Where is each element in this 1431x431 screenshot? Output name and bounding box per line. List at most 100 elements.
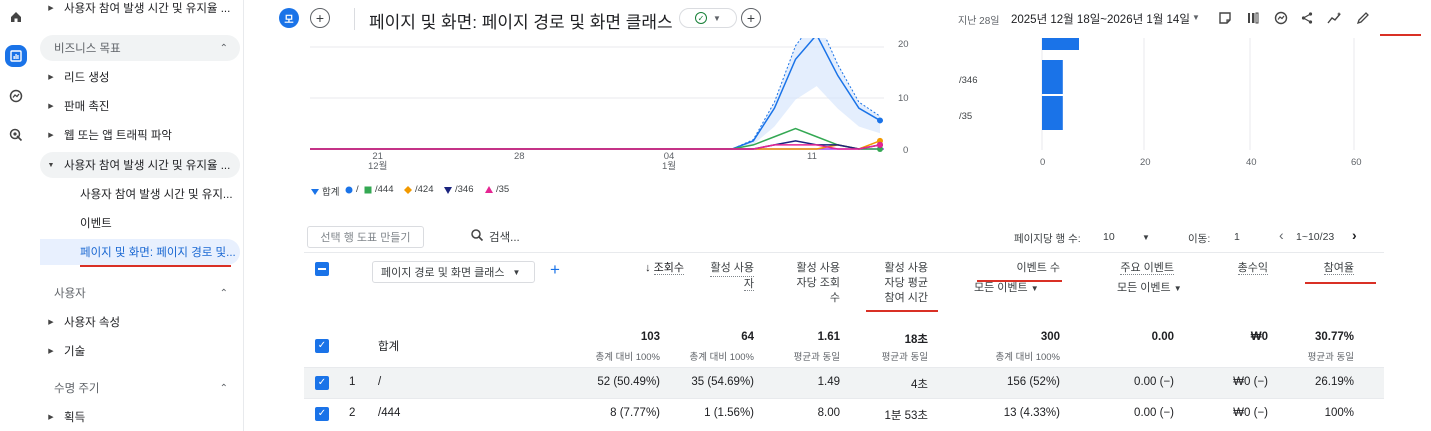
total-vpu-sub: 평균과 동일 — [793, 352, 840, 363]
total-row-checkbox[interactable]: ✓ — [315, 339, 329, 353]
row-index: 2 — [349, 407, 356, 419]
table-toolbar: 선택 행 도표 만들기 검색... 페이지당 행 수: 10 ▼ 이동: 1 ‹… — [244, 222, 1431, 252]
page-title: 페이지 및 화면: 페이지 경로 및 화면 클래스 — [369, 13, 673, 32]
sidebar-item-user-attributes[interactable]: ▶ 사용자 속성 — [40, 309, 240, 335]
line-series-group — [310, 38, 884, 152]
legend-item-root[interactable]: / — [344, 184, 359, 195]
bar-346[interactable] — [1042, 60, 1063, 94]
row-engagement: 26.19% — [1314, 376, 1354, 388]
sidebar-item-traffic[interactable]: ▶ 웹 또는 앱 트래픽 파악 — [40, 122, 240, 148]
compare-columns-icon[interactable] — [1244, 9, 1262, 27]
bar-category-label: /35 — [959, 111, 973, 122]
status-chip[interactable]: ✓ ▼ — [679, 8, 737, 28]
sidebar-item-engagement-top[interactable]: ▶ 사용자 참여 발생 시간 및 유지율 ... — [40, 0, 240, 21]
row-checkbox[interactable]: ✓ — [315, 407, 329, 421]
divider — [304, 367, 1384, 368]
col-key-events-header[interactable]: 주요 이벤트 — [1120, 262, 1174, 275]
next-page-icon[interactable]: › — [1352, 227, 1357, 243]
sidebar-item-pages-screens[interactable]: 페이지 및 화면: 페이지 경로 및... — [40, 239, 240, 265]
legend-item-346[interactable]: /346 — [443, 184, 474, 195]
legend-item-424[interactable]: /424 — [403, 184, 434, 195]
dropdown-caret-icon: ▼ — [1030, 284, 1039, 293]
add-filter-icon[interactable]: + — [741, 8, 761, 28]
bar-x-tick: 0 — [1040, 157, 1046, 168]
total-key-events: 0.00 — [1151, 331, 1174, 343]
row-views: 52 (50.49%) — [597, 376, 660, 388]
page-indicator: 1~10/23 — [1296, 231, 1335, 243]
dropdown-caret-icon: ▼ — [713, 13, 721, 23]
prev-page-icon[interactable]: ‹ — [1279, 227, 1284, 243]
legend-item-35[interactable]: /35 — [484, 184, 509, 195]
date-range-picker[interactable]: 2025년 12월 18일~2026년 1월 14일 — [1011, 14, 1190, 26]
row-revenue: ₩0 (−) — [1233, 376, 1268, 388]
col-views-per-user-header[interactable]: 활성 사용 자당 조회 수 — [796, 262, 840, 304]
trend-sparkle-icon[interactable] — [1326, 9, 1344, 27]
sidebar-item-events[interactable]: 이벤트 — [80, 218, 112, 230]
sidebar-item-acquisition[interactable]: ▶ 획득 — [40, 404, 240, 430]
select-all-checkbox[interactable] — [315, 262, 329, 276]
section-business-goals[interactable]: 비즈니스 목표 ⌃ — [40, 35, 240, 61]
table-row[interactable]: ✓ 2 /444 8 (7.77%) 1 (1.56%) 8.00 1분 53초… — [304, 399, 1384, 431]
total-events: 300 — [1040, 331, 1060, 343]
home-icon[interactable] — [5, 6, 27, 28]
section-lifecycle[interactable]: 수명 주기 ⌃ — [54, 382, 228, 396]
total-engagement-sub: 평균과 동일 — [1307, 352, 1354, 363]
total-events-sub: 총계 대비 100% — [995, 352, 1060, 363]
share-icon[interactable] — [1298, 9, 1316, 27]
explore-icon[interactable] — [5, 85, 27, 107]
add-dimension-icon[interactable]: + — [550, 260, 560, 279]
bar-x-tick: 40 — [1246, 157, 1257, 168]
report-header: 모 + 페이지 및 화면: 페이지 경로 및 화면 클래스 ✓ ▼ + 지난 2… — [244, 0, 1431, 38]
col-active-users-header[interactable]: 활성 사용 자 — [710, 262, 754, 291]
col-revenue-header[interactable]: 총수익 — [1237, 262, 1268, 275]
expand-triangle-icon: ▶ — [48, 348, 54, 355]
x-tick-label: 11 — [807, 151, 817, 162]
col-avg-engagement-time-header[interactable]: 활성 사용 자당 평균 참여 시간 — [884, 262, 928, 304]
expand-triangle-icon: ▶ — [48, 103, 54, 110]
col-events-header[interactable]: 이벤트 수 — [1016, 262, 1060, 274]
total-revenue: ₩0 — [1250, 331, 1268, 343]
create-chart-button[interactable]: 선택 행 도표 만들기 — [307, 226, 424, 248]
date-dropdown-icon[interactable]: ▼ — [1192, 13, 1200, 22]
edit-pencil-icon[interactable] — [1354, 9, 1372, 27]
insights-icon[interactable] — [1272, 9, 1290, 27]
series-35-line — [310, 144, 881, 150]
reports-icon[interactable] — [5, 45, 27, 67]
row-path[interactable]: / — [378, 376, 382, 388]
key-events-filter-select[interactable]: 모든 이벤트 ▼ — [1117, 282, 1182, 294]
sidebar-item-sales[interactable]: ▶ 판매 촉진 — [40, 93, 240, 119]
total-time-sub: 평균과 동일 — [881, 352, 928, 363]
sidebar-item-tech[interactable]: ▶ 기술 — [40, 338, 240, 364]
sidebar-group-engagement[interactable]: ▼ 사용자 참여 발생 시간 및 유지율 ... — [40, 152, 240, 178]
bar-35[interactable] — [1042, 96, 1063, 130]
sidebar-item-engagement-overview[interactable]: 사용자 참여 발생 시간 및 유지... — [80, 189, 233, 201]
avatar[interactable]: 모 — [279, 8, 299, 28]
note-icon[interactable] — [1216, 9, 1234, 27]
col-engagement-rate-header[interactable]: 참여율 — [1323, 262, 1354, 275]
table-row[interactable]: ✓ 1 / 52 (50.49%) 35 (54.69%) 1.49 4초 15… — [304, 368, 1384, 398]
advertising-icon[interactable] — [5, 124, 27, 146]
col-views-header[interactable]: ↓ 조회수 — [645, 262, 684, 275]
rows-per-page-label: 페이지당 행 수: — [1014, 233, 1081, 245]
legend-item-444[interactable]: /444 — [363, 184, 394, 195]
x-tick-label: 04 1월 — [662, 151, 677, 172]
row-index: 1 — [349, 376, 356, 388]
rows-per-page-select[interactable]: 10 — [1103, 231, 1115, 243]
search-input[interactable]: 검색... — [489, 232, 520, 244]
row-avg-time: 1분 53초 — [884, 410, 928, 422]
bar-444[interactable] — [1042, 38, 1079, 50]
events-filter-select[interactable]: 모든 이벤트 ▼ — [974, 282, 1039, 294]
annotation-underline — [866, 310, 938, 312]
x-tick-label: 21 12월 — [368, 151, 388, 172]
row-path[interactable]: /444 — [378, 407, 401, 419]
dropdown-caret-icon[interactable]: ▼ — [1142, 233, 1150, 242]
series-35-marker — [877, 141, 883, 148]
sidebar-item-lead[interactable]: ▶ 리드 생성 — [40, 64, 240, 90]
legend-item-total[interactable]: 합계 — [310, 184, 339, 198]
row-checkbox[interactable]: ✓ — [315, 376, 329, 390]
dimension-select[interactable]: 페이지 경로 및 화면 클래스 ▼ — [372, 261, 535, 283]
expand-triangle-icon: ▶ — [48, 414, 54, 421]
goto-input[interactable]: 1 — [1234, 231, 1240, 243]
add-comparison-icon[interactable]: + — [310, 8, 330, 28]
section-user[interactable]: 사용자 ⌃ — [54, 287, 228, 301]
